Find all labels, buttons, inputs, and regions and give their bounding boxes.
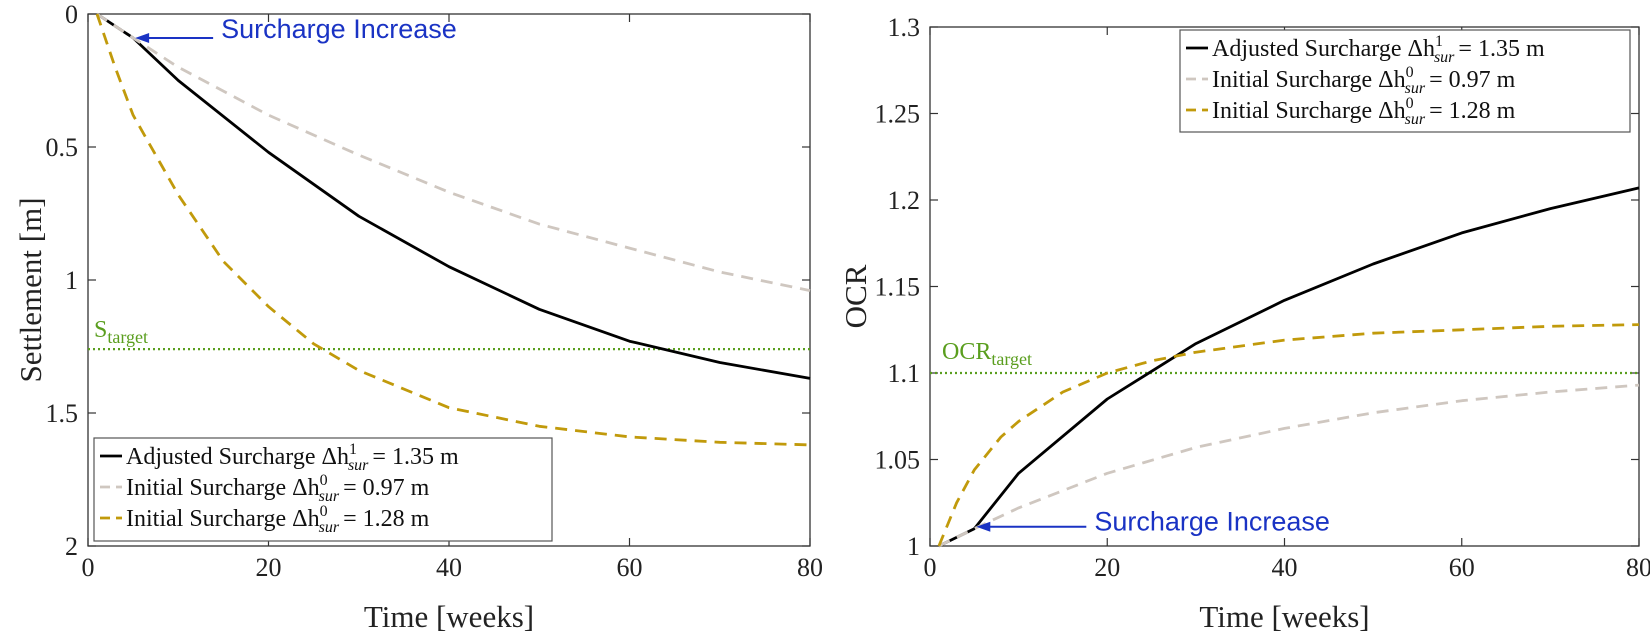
legend-text-sub: sur bbox=[348, 457, 369, 474]
x-tick-label: 0 bbox=[924, 553, 937, 582]
legend-box bbox=[1179, 29, 1631, 133]
legend-box bbox=[93, 437, 553, 542]
y-tick-label: 0.5 bbox=[46, 133, 79, 162]
legend: Adjusted Surcharge Δh1 sur = 1.35 mInitial… bbox=[1179, 29, 1631, 133]
y-tick-label: 1 bbox=[907, 532, 920, 561]
legend-text-prefix: Initial Surcharge Δh bbox=[126, 506, 320, 532]
legend-text-value: = 0.97 m bbox=[1429, 67, 1516, 93]
legend-entry-3: Initial Surcharge Δh0 sur = 1.28 m bbox=[126, 503, 430, 536]
x-axis-label: Time [weeks] bbox=[364, 599, 534, 633]
legend-text-value: = 0.97 m bbox=[343, 475, 430, 501]
annotation-arrow-head bbox=[135, 32, 150, 43]
legend-text-prefix: Initial Surcharge Δh bbox=[1212, 67, 1406, 93]
x-tick-label: 80 bbox=[1626, 553, 1650, 582]
x-tick-label: 0 bbox=[82, 553, 95, 582]
target-label-sub: target bbox=[107, 327, 148, 347]
target-label-main: S bbox=[94, 317, 107, 343]
series-line-3 bbox=[95, 13, 811, 447]
x-axis-label: Time [weeks] bbox=[1199, 599, 1369, 633]
x-tick-label: 20 bbox=[256, 553, 282, 582]
y-tick-label: 1.15 bbox=[875, 273, 921, 302]
legend-text-sup: 1 bbox=[349, 441, 357, 458]
series-line-1 bbox=[96, 12, 811, 380]
x-tick-label: 60 bbox=[617, 553, 643, 582]
annotation-text: Surcharge Increase bbox=[1094, 507, 1330, 537]
legend-text-sub: sur bbox=[319, 519, 340, 536]
annotation-text: Surcharge Increase bbox=[221, 14, 457, 44]
legend-entry-2: Initial Surcharge Δh0 sur = 0.97 m bbox=[126, 472, 430, 505]
y-tick-label: 1.3 bbox=[888, 13, 921, 42]
legend: Adjusted Surcharge Δh1 sur = 1.35 mInitial… bbox=[93, 437, 553, 542]
legend-text-value: = 1.28 m bbox=[343, 506, 430, 532]
legend-text-prefix: Adjusted Surcharge Δh bbox=[126, 444, 349, 470]
y-tick-label: 2 bbox=[65, 532, 78, 561]
legend-entry-1: Adjusted Surcharge Δh1 sur = 1.35 m bbox=[1212, 33, 1545, 66]
legend-text-sup: 1 bbox=[1435, 33, 1443, 50]
y-tick-label: 1.05 bbox=[875, 446, 921, 475]
series-line-2 bbox=[938, 383, 1640, 548]
legend-text-sup: 0 bbox=[1406, 95, 1414, 112]
chart-panel-2: 0 20 40 60 80 1 1.05 1.1 1.15 1.2 1.25 1.3 Time [wee… bbox=[838, 13, 1650, 633]
x-tick-label: 60 bbox=[1449, 553, 1475, 582]
x-tick-label: 40 bbox=[436, 553, 462, 582]
x-tick-label: 20 bbox=[1094, 553, 1120, 582]
annotation-arrow-head bbox=[976, 521, 991, 532]
legend-text-sub: sur bbox=[1405, 80, 1426, 97]
y-tick-label: 1.2 bbox=[888, 186, 921, 215]
y-axis-label: OCR bbox=[838, 264, 873, 328]
legend-text-value: = 1.35 m bbox=[1458, 36, 1545, 62]
legend-text-prefix: Initial Surcharge Δh bbox=[126, 475, 320, 501]
target-label: Starget bbox=[94, 317, 148, 347]
y-axis-label: Settlement [m] bbox=[13, 197, 48, 382]
legend-text-sup: 0 bbox=[320, 472, 328, 489]
legend-text-value: = 1.35 m bbox=[372, 444, 459, 470]
series-line-2 bbox=[96, 12, 811, 292]
legend-entry-2: Initial Surcharge Δh0 sur = 0.97 m bbox=[1212, 64, 1516, 97]
legend-text-value: = 1.28 m bbox=[1429, 98, 1516, 124]
x-tick-label: 80 bbox=[797, 553, 823, 582]
series-line-3 bbox=[937, 323, 1640, 547]
y-tick-label: 1 bbox=[65, 266, 78, 295]
x-tick-label: 40 bbox=[1272, 553, 1298, 582]
legend-text-sup: 0 bbox=[1406, 64, 1414, 81]
legend-text-sub: sur bbox=[319, 488, 340, 505]
legend-text-sub: sur bbox=[1405, 111, 1426, 128]
series-line-1 bbox=[938, 186, 1640, 548]
target-label-main: OCR bbox=[942, 339, 991, 365]
legend-text-sub: sur bbox=[1434, 49, 1455, 66]
y-tick-label: 1.1 bbox=[888, 359, 921, 388]
target-label: OCRtarget bbox=[942, 339, 1032, 369]
legend-entry-3: Initial Surcharge Δh0 sur = 1.28 m bbox=[1212, 95, 1516, 128]
y-tick-label: 1.25 bbox=[875, 100, 921, 129]
legend-entry-1: Adjusted Surcharge Δh1 sur = 1.35 m bbox=[126, 441, 459, 474]
y-tick-label: 1.5 bbox=[46, 399, 79, 428]
y-tick-label: 0 bbox=[65, 0, 78, 29]
chart-panel-1: 0 20 40 60 80 0 0.5 1 1.5 2 Time [weeks] Settlement… bbox=[13, 0, 823, 633]
target-label-sub: target bbox=[991, 349, 1032, 369]
legend-text-prefix: Initial Surcharge Δh bbox=[1212, 98, 1406, 124]
legend-text-prefix: Adjusted Surcharge Δh bbox=[1212, 36, 1435, 62]
legend-text-sup: 0 bbox=[320, 503, 328, 520]
